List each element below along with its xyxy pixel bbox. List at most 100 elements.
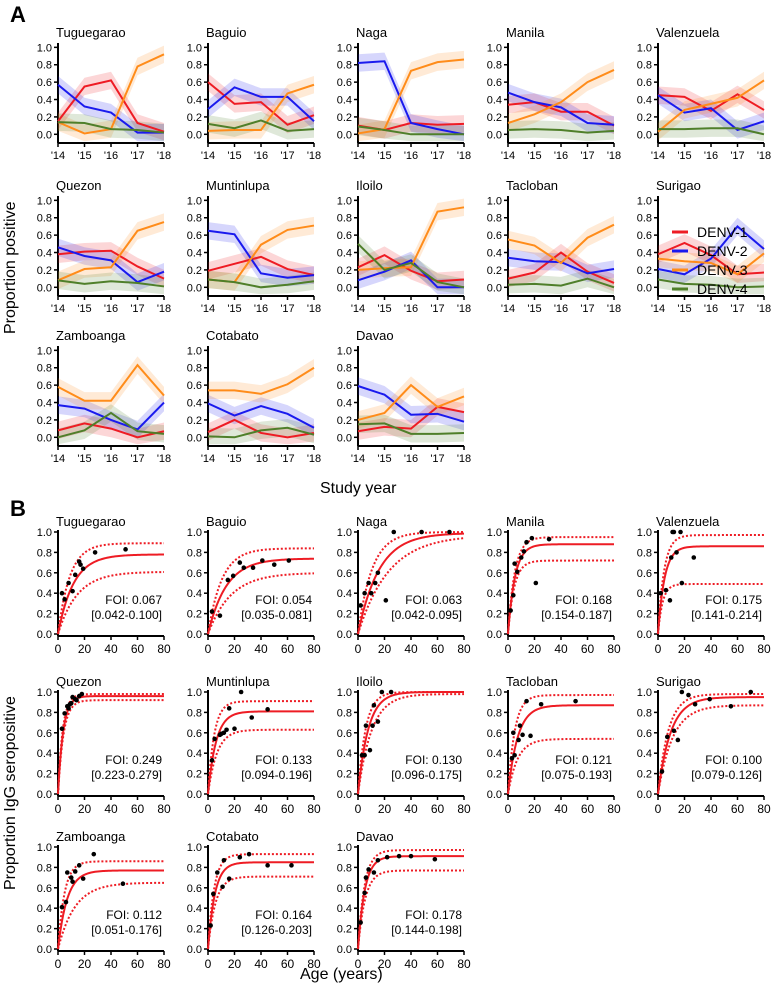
y-tick-label: 0.8	[487, 213, 502, 225]
y-tick-label: 0.4	[187, 398, 202, 410]
y-tick-label: 0.0	[637, 629, 652, 641]
x-tick-label: '16	[704, 150, 718, 162]
y-tick-label: 0.0	[337, 944, 352, 956]
x-tick-label: 20	[378, 957, 392, 971]
x-tick-label: 40	[254, 802, 268, 816]
y-tick-label: 0.2	[187, 112, 202, 124]
fitted-curve	[357, 691, 465, 795]
data-point	[232, 726, 237, 732]
denv-1-ci-band	[508, 243, 614, 292]
panel-a-subplot-quezon: Quezon 0.0 0.2 0.4 0.6 0.8 1.0 '14 '15 '16 '17 '18	[37, 178, 171, 315]
x-tick-label: '17	[730, 303, 744, 315]
foi-ci-label: [0.042-0.095]	[391, 608, 462, 622]
data-point	[221, 730, 227, 736]
foi-ci-label: [0.035-0.081]	[241, 608, 312, 622]
x-tick-label: 60	[431, 642, 445, 656]
denv-2-ci-band	[658, 217, 764, 283]
x-tick-label: '18	[457, 150, 471, 162]
data-point	[679, 580, 685, 586]
y-tick-label: 0.4	[337, 588, 352, 600]
denv-4-ci-band	[508, 269, 614, 295]
x-tick-label: 0	[55, 957, 62, 971]
panel-b-subplot-surigao: Surigao 0.0 0.2 0.4 0.6 0.8 1.0 0 20 40 60 80 FOI: 0…	[637, 674, 771, 816]
denv-4-line	[207, 278, 315, 289]
data-point	[226, 706, 232, 711]
panel-b-subplot-baguio: Baguio 0.0 0.2 0.4 0.6 0.8 1.0 0 20 40 60 80 FOI: 0.…	[187, 514, 321, 656]
data-point	[68, 875, 74, 880]
data-point	[671, 529, 677, 535]
x-tick-label: 40	[254, 642, 268, 656]
data-point	[679, 689, 685, 695]
x-tick-label: '14	[51, 453, 65, 465]
data-point	[728, 703, 734, 709]
denv-4-line	[507, 128, 615, 134]
data-point	[80, 876, 86, 881]
denv-1-line	[207, 255, 315, 277]
data-point	[74, 697, 79, 703]
y-tick-label: 0.0	[37, 432, 52, 444]
x-tick-label: 20	[678, 642, 692, 656]
x-tick-label: 60	[131, 957, 145, 971]
y-tick-label: 0.0	[637, 129, 652, 141]
y-tick-label: 0.4	[37, 248, 52, 260]
upper-ci-curve	[207, 547, 315, 635]
y-tick-label: 1.0	[187, 345, 202, 357]
x-tick-label: '14	[201, 303, 215, 315]
y-tick-label: 0.0	[37, 944, 52, 956]
x-tick-label: 80	[457, 802, 471, 816]
data-point	[375, 857, 381, 863]
subplot-title: Tuguegarao	[56, 25, 126, 40]
x-tick-label: 40	[554, 802, 568, 816]
x-tick-label: 40	[554, 642, 568, 656]
upper-ci-curve	[357, 531, 465, 635]
panel-b-subplot-zamboanga: Zamboanga 0.0 0.2 0.4 0.6 0.8 1.0 0 20 40 60 80 FOI:…	[37, 829, 171, 971]
y-tick-label: 1.0	[187, 195, 202, 207]
y-tick-label: 1.0	[637, 527, 652, 539]
denv-1-ci-band	[508, 93, 614, 135]
foi-ci-label: [0.075-0.193]	[541, 768, 612, 782]
x-tick-label: 40	[404, 642, 418, 656]
x-tick-label: 40	[404, 957, 418, 971]
y-tick-label: 0.4	[37, 588, 52, 600]
fitted-curve	[207, 861, 315, 950]
denv-3-line	[207, 83, 315, 132]
denv-1-line	[507, 251, 615, 284]
data-point	[237, 854, 243, 860]
panel-b-xlabel: Age (years)	[300, 966, 383, 983]
data-point	[250, 565, 256, 570]
y-tick-label: 0.8	[37, 547, 52, 559]
x-tick-label: 20	[678, 802, 692, 816]
data-point	[408, 853, 414, 859]
foi-label: FOI: 0.178	[405, 908, 462, 922]
data-point	[511, 592, 516, 598]
data-point	[379, 689, 385, 695]
foi-ci-label: [0.223-0.279]	[91, 768, 162, 782]
y-tick-label: 0.8	[187, 707, 202, 719]
data-point	[524, 698, 529, 704]
y-tick-label: 0.8	[187, 862, 202, 874]
lower-ci-curve	[57, 881, 165, 950]
denv-4-ci-band	[58, 404, 164, 445]
data-point	[432, 856, 438, 862]
denv-4-line	[207, 119, 315, 132]
x-tick-label: 80	[307, 957, 321, 971]
denv-3-ci-band	[658, 71, 764, 141]
x-tick-label: '18	[157, 150, 171, 162]
y-tick-label: 1.0	[337, 527, 352, 539]
denv-1-line	[357, 405, 465, 433]
x-tick-label: 20	[378, 802, 392, 816]
data-point	[209, 609, 215, 614]
data-point	[358, 920, 363, 925]
data-point	[238, 689, 244, 695]
y-tick-label: 0.0	[37, 629, 52, 641]
subplot-title: Manila	[506, 514, 545, 529]
x-tick-label: '17	[130, 303, 144, 315]
denv-4-line	[57, 121, 165, 134]
y-tick-label: 0.8	[337, 213, 352, 225]
panel-a-subplot-naga: Naga 0.0 0.2 0.4 0.6 0.8 1.0 '14 '15 '16 '17 '18	[337, 25, 471, 162]
x-tick-label: '15	[527, 303, 541, 315]
y-tick-label: 0.0	[487, 129, 502, 141]
y-tick-label: 0.4	[487, 748, 502, 760]
y-tick-label: 0.8	[487, 547, 502, 559]
x-tick-label: '16	[554, 303, 568, 315]
